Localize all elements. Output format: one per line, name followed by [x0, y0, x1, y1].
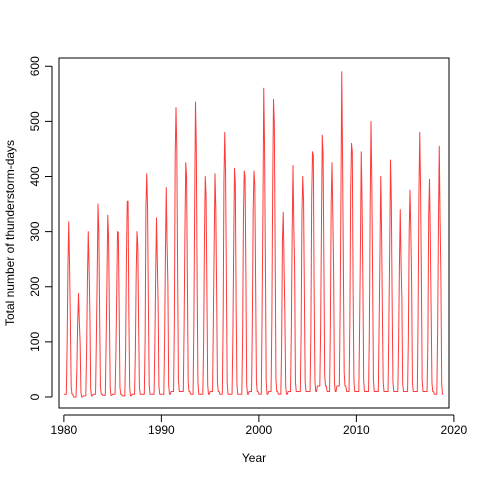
- x-tick-label: 2020: [441, 423, 468, 437]
- x-tick-label: 1990: [148, 423, 175, 437]
- y-tick-label: 100: [28, 332, 42, 352]
- series-layer: [63, 71, 444, 398]
- series-line: [63, 71, 444, 398]
- y-tick-label: 0: [28, 393, 42, 400]
- x-tick-label: 1980: [51, 423, 78, 437]
- y-axis: 0 100 200 300 400 500 600: [28, 56, 53, 400]
- y-axis-title: Total number of thunderstorm-days: [3, 140, 17, 326]
- x-tick-label: 2010: [343, 423, 370, 437]
- y-tick-label: 500: [28, 111, 42, 131]
- plot-frame: [58, 57, 450, 409]
- y-tick-label: 200: [28, 276, 42, 296]
- y-tick-label: 300: [28, 221, 42, 241]
- y-tick-label: 600: [28, 56, 42, 76]
- x-tick-label: 2000: [246, 423, 273, 437]
- x-axis-title: Year: [242, 451, 266, 465]
- x-axis: 1980 1990 2000 2010 2020: [51, 414, 468, 437]
- y-tick-label: 400: [28, 166, 42, 186]
